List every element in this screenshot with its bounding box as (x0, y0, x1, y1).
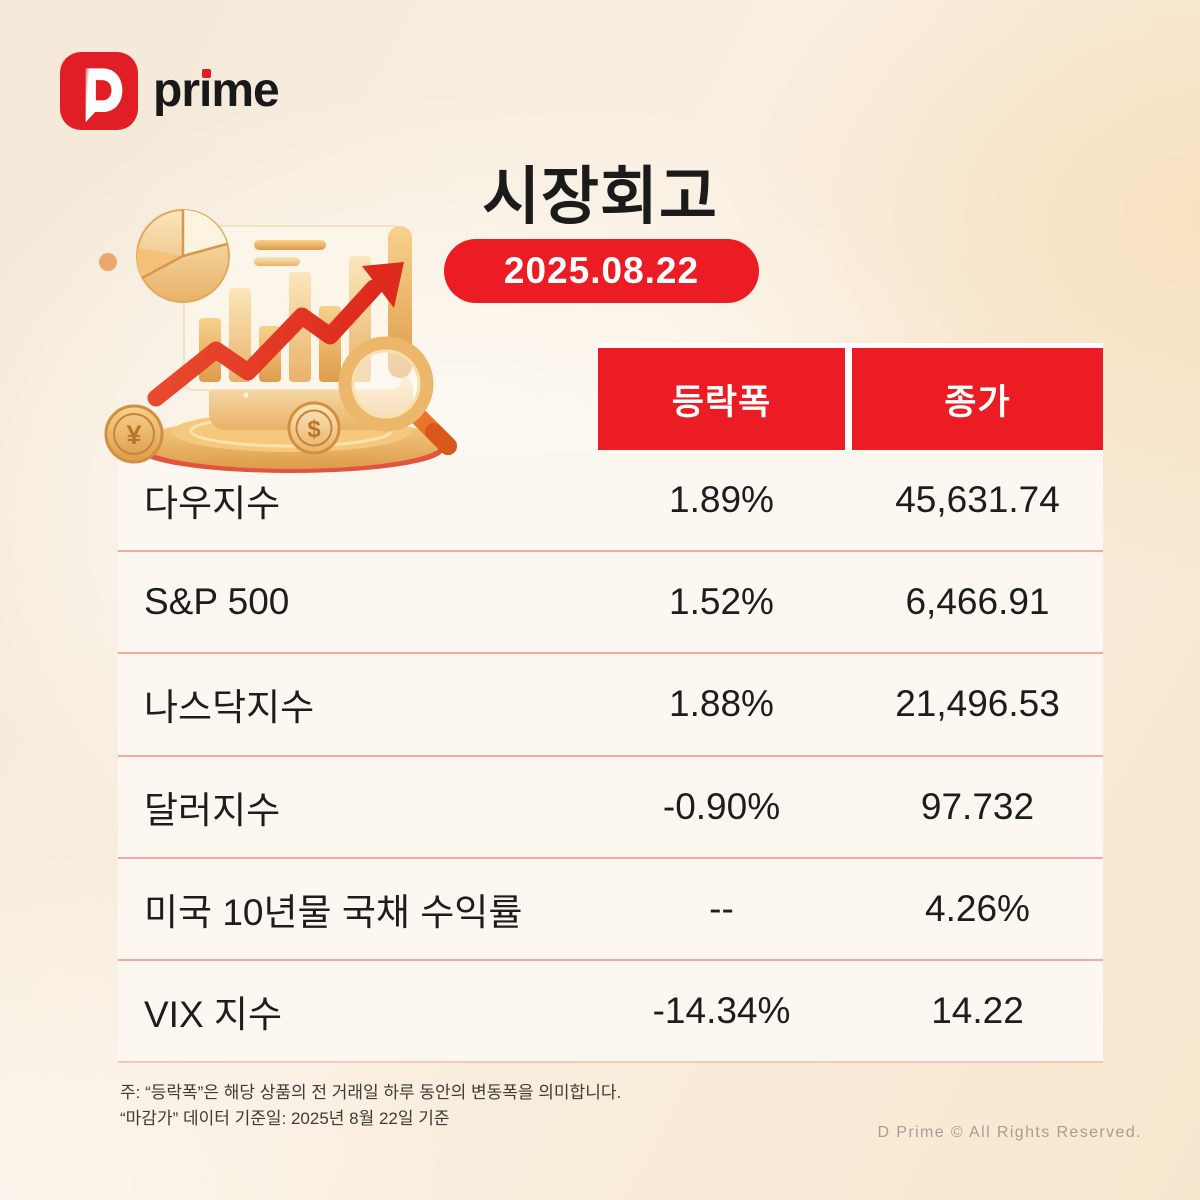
copyright: D Prime © All Rights Reserved. (877, 1124, 1142, 1141)
board-line-2 (254, 257, 300, 266)
row-label: 나스닥지수 (144, 687, 315, 729)
market-table: 다우지수 1.89% 45,631.74 S&P 500 1.52% 6,466… (118, 450, 1103, 1063)
coin-dollar-icon: $ (287, 401, 341, 455)
row-change: -0.90% (662, 785, 781, 827)
row-label: 달러지수 (144, 789, 281, 831)
row-close: 6,466.91 (905, 581, 1050, 623)
market-illustration: ¥ $ (99, 209, 457, 473)
footnote-1: 주: “등락폭”은 해당 상품의 전 거래일 하루 동안의 변동폭을 의미합니다… (120, 1083, 622, 1102)
row-close: 21,496.53 (895, 683, 1060, 725)
row-change: -14.34% (652, 989, 791, 1031)
yen-symbol: ¥ (126, 420, 141, 450)
row-change: 1.88% (669, 683, 774, 725)
table-row: 미국 10년물 국채 수익률 -- 4.26% (118, 859, 1103, 961)
row-label: S&P 500 (144, 581, 290, 623)
row-change: 1.52% (669, 581, 774, 623)
floating-dot (99, 253, 117, 271)
row-close: 97.732 (920, 785, 1035, 827)
column-header-change: 등락폭 (598, 348, 845, 450)
table-row: 달러지수 -0.90% 97.732 (118, 757, 1103, 859)
brand-logo: prime (60, 52, 280, 130)
dollar-symbol: $ (307, 416, 321, 443)
magnifier-icon (338, 336, 457, 455)
row-change: 1.89% (669, 479, 774, 521)
row-close: 45,631.74 (895, 479, 1060, 521)
brand-logo-mark (60, 52, 138, 130)
brand-name: prime (153, 64, 280, 117)
row-label: 다우지수 (144, 483, 281, 525)
table-row: 나스닥지수 1.88% 21,496.53 (118, 654, 1103, 757)
row-change: -- (709, 887, 734, 929)
d-glyph-shade (85, 68, 91, 123)
board-line-1 (254, 240, 326, 250)
table-row: S&P 500 1.52% 6,466.91 (118, 552, 1103, 655)
row-close: 4.26% (925, 887, 1030, 929)
row-close: 14.22 (931, 989, 1024, 1031)
footnotes: 주: “등락폭”은 해당 상품의 전 거래일 하루 동안의 변동폭을 의미합니다… (120, 1080, 621, 1132)
d-glyph-counter (95, 80, 112, 101)
brand-logo-text: prime (153, 52, 280, 130)
i-dot-icon (202, 69, 211, 78)
pie-chart-icon (136, 209, 230, 303)
date-badge: 2025.08.22 (444, 239, 759, 303)
column-header-close: 종가 (852, 348, 1103, 450)
row-label: VIX 지수 (144, 993, 282, 1035)
row-label: 미국 10년물 국채 수익률 (144, 891, 523, 933)
table-row: 다우지수 1.89% 45,631.74 (118, 450, 1103, 553)
coin-yen-icon: ¥ (104, 404, 164, 464)
page-title: 시장회고 (482, 162, 718, 232)
table-row: VIX 지수 -14.34% 14.22 (118, 961, 1103, 1061)
footnote-2: “마감가” 데이터 기준일: 2025년 8월 22일 기준 (120, 1109, 450, 1128)
trend-arrow-icon (147, 262, 404, 407)
